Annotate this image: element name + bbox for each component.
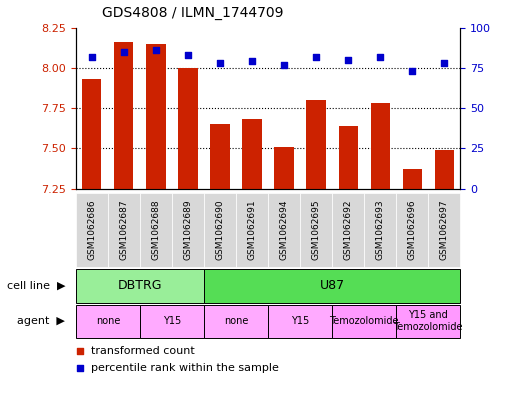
Text: Y15 and
Temozolomide: Y15 and Temozolomide [393,310,463,332]
FancyBboxPatch shape [396,193,428,267]
Text: none: none [224,316,248,326]
Point [152,47,160,53]
Text: agent  ▶: agent ▶ [17,316,65,326]
Text: GSM1062691: GSM1062691 [247,200,256,260]
Bar [114,42,133,189]
Text: Y15: Y15 [163,316,181,326]
Point [280,61,288,68]
Text: GSM1062693: GSM1062693 [376,200,384,260]
Text: percentile rank within the sample: percentile rank within the sample [91,364,279,373]
Point [312,53,320,60]
FancyBboxPatch shape [300,193,332,267]
Text: Temozolomide: Temozolomide [329,316,399,326]
Text: none: none [96,316,120,326]
Text: GSM1062690: GSM1062690 [215,200,224,260]
Bar [332,305,396,338]
Text: GSM1062689: GSM1062689 [184,200,192,260]
Bar [243,119,262,189]
Text: DBTRG: DBTRG [118,279,162,292]
Bar [76,269,204,303]
Text: U87: U87 [320,279,345,292]
FancyBboxPatch shape [332,193,364,267]
Text: GDS4808 / ILMN_1744709: GDS4808 / ILMN_1744709 [102,6,283,20]
Text: GSM1062688: GSM1062688 [152,200,161,260]
Point [120,48,128,55]
Point [299,276,307,282]
Text: GSM1062697: GSM1062697 [440,200,449,260]
Point [184,52,192,58]
Text: transformed count: transformed count [91,346,195,356]
Bar [76,305,140,338]
Point [216,60,224,66]
FancyBboxPatch shape [428,193,460,267]
Bar [435,150,454,189]
Point [248,58,256,64]
Bar [204,305,268,338]
Bar [396,305,460,338]
FancyBboxPatch shape [236,193,268,267]
FancyBboxPatch shape [204,193,236,267]
FancyBboxPatch shape [108,193,140,267]
Point [88,53,96,60]
Bar [275,147,293,189]
Text: GSM1062694: GSM1062694 [280,200,289,260]
FancyBboxPatch shape [268,193,300,267]
Text: GSM1062686: GSM1062686 [87,200,96,260]
Point [344,57,353,63]
Bar [370,103,390,189]
Bar [178,68,198,189]
FancyBboxPatch shape [364,193,396,267]
Bar [210,124,230,189]
Bar [146,44,165,189]
Point [299,115,307,121]
Text: Y15: Y15 [291,316,309,326]
Bar [82,79,101,189]
Point [440,60,448,66]
FancyBboxPatch shape [172,193,204,267]
FancyBboxPatch shape [76,193,108,267]
Bar [338,126,358,189]
Point [376,53,384,60]
FancyBboxPatch shape [140,193,172,267]
Text: GSM1062695: GSM1062695 [312,200,321,260]
Text: GSM1062696: GSM1062696 [408,200,417,260]
Text: cell line  ▶: cell line ▶ [7,281,65,291]
Bar [306,100,326,189]
Text: GSM1062692: GSM1062692 [344,200,353,260]
Bar [204,269,460,303]
Point [408,68,416,74]
Bar [403,169,422,189]
Bar [140,305,204,338]
Text: GSM1062687: GSM1062687 [119,200,128,260]
Bar [268,305,332,338]
